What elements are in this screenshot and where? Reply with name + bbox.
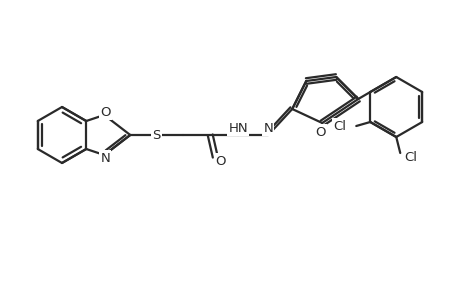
Text: Cl: Cl	[403, 151, 416, 164]
Text: O: O	[100, 106, 110, 118]
Text: N: N	[263, 122, 273, 134]
Text: HN: HN	[228, 122, 247, 134]
Text: S: S	[152, 128, 160, 142]
Text: O: O	[314, 125, 325, 139]
Text: O: O	[214, 154, 225, 167]
Text: Cl: Cl	[332, 119, 346, 133]
Text: N: N	[100, 152, 110, 164]
